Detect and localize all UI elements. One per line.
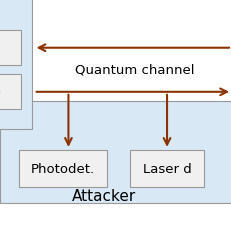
- Text: Attacker: Attacker: [72, 188, 136, 203]
- Text: ode: ode: [0, 86, 1, 99]
- Text: det.: det.: [0, 42, 1, 55]
- FancyBboxPatch shape: [0, 31, 21, 66]
- FancyBboxPatch shape: [0, 102, 231, 203]
- FancyBboxPatch shape: [18, 150, 106, 187]
- FancyBboxPatch shape: [129, 150, 203, 187]
- Text: Laser d: Laser d: [142, 162, 191, 175]
- Text: Quantum channel: Quantum channel: [74, 63, 194, 76]
- Text: Photodet.: Photodet.: [30, 162, 94, 175]
- FancyBboxPatch shape: [0, 0, 32, 129]
- FancyBboxPatch shape: [0, 75, 21, 110]
